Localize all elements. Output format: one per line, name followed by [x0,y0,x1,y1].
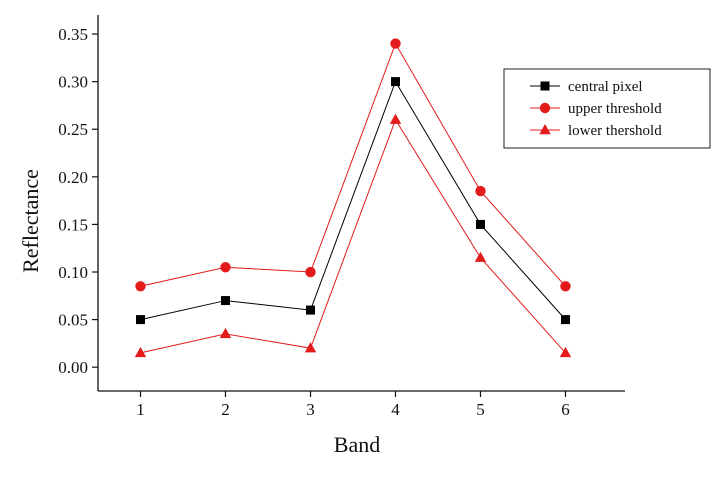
legend-item: lower thershold [530,123,662,139]
data-point [561,315,570,325]
x-tick-label: 4 [391,400,400,419]
series-line [140,80,566,321]
data-point [220,262,231,273]
data-point [219,327,232,339]
series-line [140,118,566,354]
data-point [559,346,572,358]
legend-marker [539,124,551,135]
y-tick-label: 0.35 [58,25,88,44]
axes: 0.00 0.05 0.10 0.15 0.20 0.25 0.30 0.35 1 2 3 4 5 6 [58,15,625,419]
data-point [305,266,316,278]
x-axis-title: Band [334,432,380,457]
y-axis-title: Reflectance [18,169,43,273]
y-tick-label: 0.30 [58,73,88,92]
data-point [135,281,146,292]
data-point [136,315,145,325]
y-tick-label: 0.20 [58,168,88,187]
legend-item: central pixel [530,79,643,95]
data-point [475,185,486,197]
data-point [560,281,571,292]
series-layer [134,38,572,358]
data-point [391,77,400,87]
series-square [136,77,570,325]
y-tick-label: 0.25 [58,120,88,139]
y-tick-label: 0.15 [58,215,88,234]
y-tick-label: 0.05 [58,311,88,330]
series-line [140,42,566,287]
y-tick-label: 0.10 [58,263,88,282]
legend: central pixel upper threshold lower thersh… [503,68,711,149]
data-point [134,346,147,358]
data-point [474,251,487,262]
legend-marker [540,81,550,91]
data-point [221,296,230,306]
series-triangle [134,113,572,358]
legend-item: upper threshold [530,101,662,117]
x-tick-label: 1 [136,400,145,419]
series-circle [135,38,571,292]
x-tick-label: 2 [221,400,230,419]
data-point [476,219,485,229]
data-point [390,38,401,49]
legend-label: lower thershold [568,123,662,139]
legend-label: central pixel [568,79,643,95]
legend-label: upper threshold [568,101,662,117]
x-tick-label: 5 [476,400,485,419]
x-tick-label: 3 [306,400,315,419]
x-tick-label: 6 [561,400,570,419]
data-point [389,113,402,124]
data-point [304,342,317,353]
data-point [306,305,315,315]
y-tick-label: 0.00 [58,358,88,377]
legend-marker [539,102,551,114]
